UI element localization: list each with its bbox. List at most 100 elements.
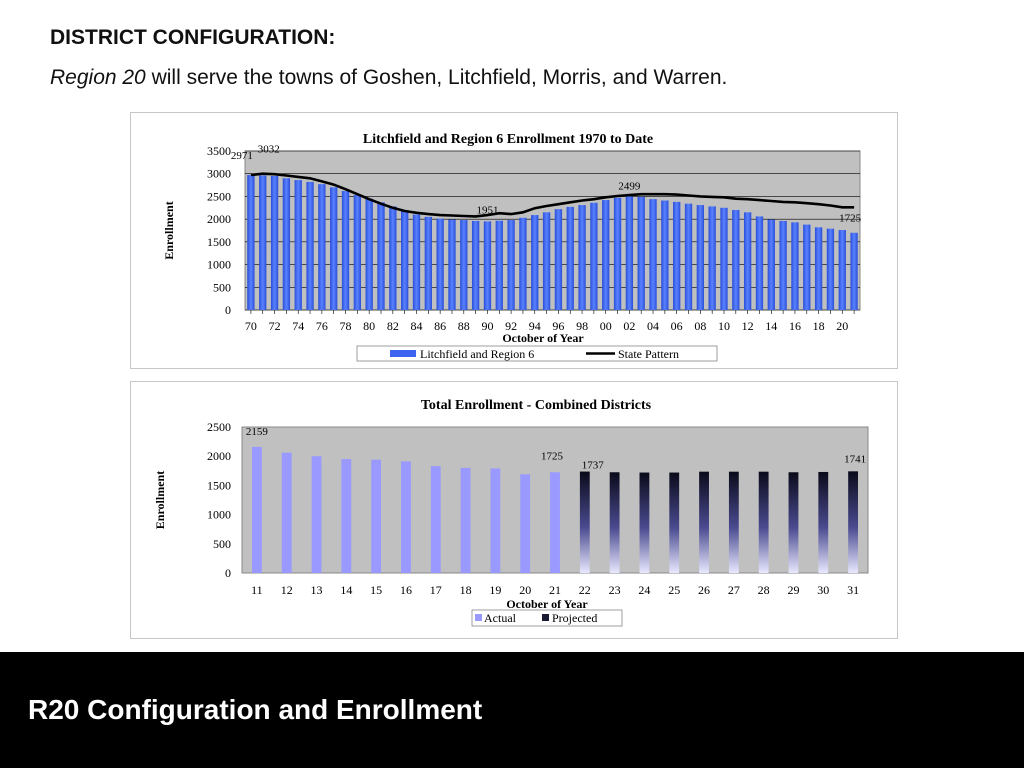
x-tick-label: 17 xyxy=(430,583,442,597)
legend-swatch-actual xyxy=(475,614,482,621)
x-tick-label: 19 xyxy=(489,583,501,597)
x-tick-label: 14 xyxy=(765,319,777,333)
x-tick-label: 12 xyxy=(742,319,754,333)
legend-label-line: State Pattern xyxy=(618,347,679,361)
x-tick-label: 86 xyxy=(434,319,446,333)
x-tick-label: 06 xyxy=(671,319,683,333)
bar xyxy=(412,214,421,310)
x-tick-label: 18 xyxy=(813,319,825,333)
x-tick-label: 22 xyxy=(579,583,591,597)
combined-enrollment-svg: Total Enrollment - Combined Districts 0 50… xyxy=(153,398,869,627)
bar xyxy=(767,219,775,310)
bar xyxy=(661,200,669,310)
bar-projected xyxy=(848,471,859,573)
footer-bar: R20 Configuration and Enrollment xyxy=(0,652,1024,768)
x-tick-label: 88 xyxy=(458,319,470,333)
bar xyxy=(389,206,397,310)
bar-actual xyxy=(311,456,322,573)
x-tick-label: 08 xyxy=(694,319,706,333)
x-tick-label: 92 xyxy=(505,319,517,333)
data-label: 1725 xyxy=(541,450,564,462)
x-tick-label: 26 xyxy=(698,583,710,597)
x-tick-label: 98 xyxy=(576,319,588,333)
x-tick-label: 31 xyxy=(847,583,859,597)
bar xyxy=(460,220,468,310)
data-label: 1725 xyxy=(839,213,862,225)
chart-title: Litchfield and Region 6 Enrollment 1970 … xyxy=(363,132,653,147)
y-tick-label: 500 xyxy=(213,537,231,551)
bar xyxy=(542,212,551,310)
data-label: 1951 xyxy=(476,204,498,216)
bar-actual xyxy=(460,467,471,573)
bar xyxy=(566,206,574,310)
x-tick-label: 16 xyxy=(400,583,412,597)
x-tick-label: 74 xyxy=(292,319,304,333)
bar xyxy=(791,222,799,310)
bar xyxy=(353,195,362,310)
subtitle-text: will serve the towns of Goshen, Litchfie… xyxy=(145,66,728,89)
footer-title: R20 Configuration and Enrollment xyxy=(28,694,483,725)
x-tick-label: 70 xyxy=(245,319,257,333)
subtitle-line: Region 20 will serve the towns of Goshen… xyxy=(50,66,727,90)
y-tick-label: 2000 xyxy=(207,449,231,463)
x-tick-label: 15 xyxy=(370,583,382,597)
bar xyxy=(400,210,409,310)
legend-swatch-bars xyxy=(390,350,416,357)
bar xyxy=(270,175,279,310)
bar xyxy=(259,175,267,310)
legend-label-bars: Litchfield and Region 6 xyxy=(420,347,534,361)
y-axis-label: Enrollment xyxy=(162,201,176,259)
bar xyxy=(850,232,858,310)
state-pattern-line xyxy=(250,172,855,218)
bar xyxy=(696,205,705,310)
data-label: 1737 xyxy=(582,460,605,472)
subtitle-region-name: Region 20 xyxy=(50,66,146,89)
x-tick-label: 20 xyxy=(519,583,531,597)
bar xyxy=(294,180,302,310)
bar-actual xyxy=(371,459,382,573)
legend-box xyxy=(356,345,718,362)
x-tick-label: 02 xyxy=(623,319,635,333)
x-tick-label: 25 xyxy=(668,583,680,597)
x-tick-label: 23 xyxy=(609,583,621,597)
data-label: 2971 xyxy=(231,150,253,162)
bar xyxy=(282,178,291,310)
bar xyxy=(814,227,823,310)
x-tick-label: 96 xyxy=(552,319,564,333)
y-tick-label: 2000 xyxy=(207,212,231,226)
bar xyxy=(637,196,645,310)
x-tick-label: 04 xyxy=(647,319,659,333)
y-tick-label: 1500 xyxy=(207,235,231,249)
data-label: 2499 xyxy=(618,180,641,192)
y-tick-label: 0 xyxy=(225,303,231,317)
bar-projected xyxy=(639,472,650,573)
bar xyxy=(436,218,444,310)
data-label: 3032 xyxy=(258,143,280,155)
x-tick-label: 28 xyxy=(758,583,770,597)
bar-actual xyxy=(401,461,411,573)
bar xyxy=(318,184,326,310)
y-tick-label: 3000 xyxy=(207,167,231,181)
bar xyxy=(708,206,716,310)
bar-actual xyxy=(281,452,292,573)
bar xyxy=(720,207,728,310)
x-tick-label: 12 xyxy=(281,583,293,597)
data-label: 2159 xyxy=(246,426,269,438)
bar xyxy=(306,181,314,310)
chart-title: Total Enrollment - Combined Districts xyxy=(421,398,652,413)
x-tick-label: 14 xyxy=(340,583,352,597)
bar xyxy=(247,175,255,310)
bar-actual xyxy=(490,468,501,573)
bar xyxy=(838,230,846,310)
x-axis-label: October of Year xyxy=(506,597,588,611)
bar xyxy=(779,220,787,310)
bar xyxy=(590,202,598,310)
bar-projected xyxy=(609,472,620,573)
bar xyxy=(507,220,515,310)
bar xyxy=(365,198,373,310)
bar-actual xyxy=(341,459,352,573)
enrollment-history-chart: Litchfield and Region 6 Enrollment 1970 … xyxy=(130,112,898,369)
bar-actual xyxy=(251,446,262,573)
combined-enrollment-chart: Total Enrollment - Combined Districts 0 50… xyxy=(130,381,898,639)
x-tick-label: 13 xyxy=(311,583,323,597)
